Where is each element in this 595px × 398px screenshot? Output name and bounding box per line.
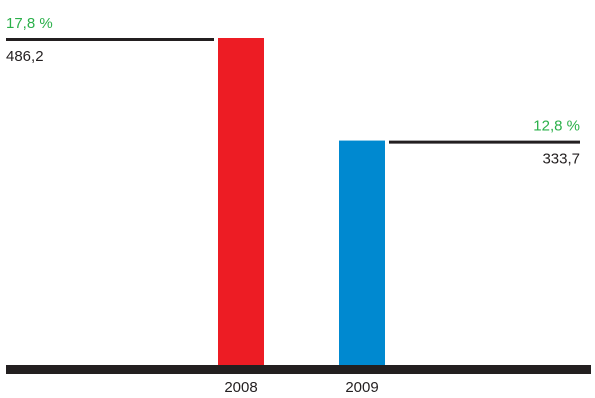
- bar-2008: [218, 38, 264, 365]
- bars: [218, 38, 385, 365]
- value-label-2008: 486,2: [6, 48, 44, 65]
- bar-2009: [339, 140, 385, 365]
- tick-label-2008: 2008: [224, 379, 257, 396]
- labels: 2008 17,8 % 486,2 2009 12,8 % 333,7: [6, 15, 580, 396]
- value-label-2009: 333,7: [542, 151, 580, 168]
- tick-label-2009: 2009: [345, 379, 378, 396]
- percent-label-2009: 12,8 %: [533, 118, 580, 135]
- x-axis-baseline: [6, 365, 591, 374]
- percent-label-2008: 17,8 %: [6, 15, 53, 32]
- leader-lines: [6, 38, 580, 144]
